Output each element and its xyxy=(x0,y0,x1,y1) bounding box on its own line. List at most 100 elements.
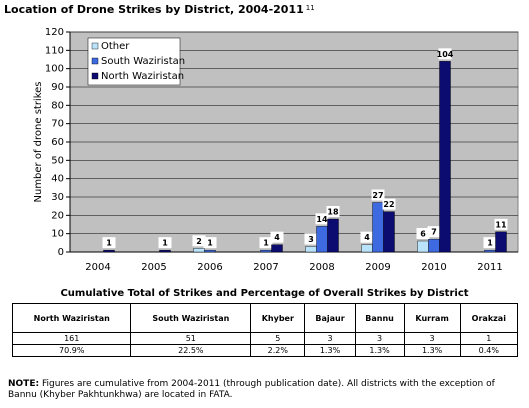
table-cell: 161 xyxy=(11,332,132,345)
data-label: 22 xyxy=(383,200,394,209)
bar xyxy=(193,248,205,253)
table-cell: 3 xyxy=(304,332,356,345)
data-label: 14 xyxy=(316,215,328,224)
data-label-bg xyxy=(315,213,329,225)
data-label: 104 xyxy=(437,50,454,59)
data-label: 4 xyxy=(274,233,280,242)
x-tick-label: 2011 xyxy=(477,262,502,273)
bar xyxy=(103,249,115,253)
summary-table: North Waziristan South Waziristan Khyber Ba… xyxy=(11,303,519,357)
table-cell: 0.4% xyxy=(459,344,519,357)
data-label-bg xyxy=(158,237,172,249)
bar xyxy=(484,249,496,253)
data-label: 1 xyxy=(106,239,112,248)
x-tick-label: 2005 xyxy=(141,262,166,273)
bar xyxy=(372,202,384,253)
title-footnote: 11 xyxy=(306,4,315,12)
bar xyxy=(495,231,507,253)
table-cell: 5 xyxy=(250,332,306,345)
y-tick-label: 90 xyxy=(51,82,64,93)
note-label: NOTE: xyxy=(8,379,40,389)
data-label: 27 xyxy=(372,191,383,200)
table-row: 70.9% 22.5% 2.2% 1.3% 1.3% 1.3% 0.4% xyxy=(11,344,519,357)
data-label: 2 xyxy=(196,237,202,246)
chart: Location of Drone Strikes by District, 2… xyxy=(4,3,519,273)
table-cell: 3 xyxy=(403,332,461,345)
bar xyxy=(361,244,373,253)
bar xyxy=(159,249,171,253)
table-cell: South Waziristan xyxy=(130,303,252,333)
data-label-bg xyxy=(203,237,217,249)
table-cell: 3 xyxy=(354,332,405,345)
data-label: 1 xyxy=(207,239,213,248)
table-row: North Waziristan South Waziristan Khyber Ba… xyxy=(11,303,519,333)
table-cell: 22.5% xyxy=(130,344,252,357)
data-label: 18 xyxy=(327,208,339,217)
data-label: 6 xyxy=(420,230,426,239)
y-tick-label: 20 xyxy=(51,210,64,221)
y-tick-label: 60 xyxy=(51,137,64,148)
table-cell: 1.3% xyxy=(403,344,461,357)
y-tick-label: 110 xyxy=(45,45,64,56)
table-cell: North Waziristan xyxy=(11,303,132,333)
x-tick-label: 2009 xyxy=(365,262,390,273)
data-label-bg xyxy=(438,48,452,60)
data-label: 11 xyxy=(495,220,507,229)
table-cell: 1 xyxy=(459,332,519,345)
data-label-bg xyxy=(427,226,441,238)
table-cell: Orakzai xyxy=(459,303,519,333)
y-tick-label: 30 xyxy=(51,192,64,203)
x-tick-label: 2006 xyxy=(197,262,222,273)
bar xyxy=(260,249,272,253)
data-label: 1 xyxy=(162,239,168,248)
legend-box xyxy=(87,37,181,86)
data-label-bg xyxy=(494,218,508,230)
bar xyxy=(383,211,395,253)
x-tick-label: 2004 xyxy=(85,262,110,273)
bar xyxy=(316,226,328,253)
table-cell: 2.2% xyxy=(250,344,306,357)
table-title: Cumulative Total of Strikes and Percenta… xyxy=(60,288,469,299)
data-label-bg xyxy=(192,235,206,247)
y-tick-label: 70 xyxy=(51,119,64,130)
x-tick-label: 2010 xyxy=(421,262,446,273)
data-label-bg xyxy=(483,237,497,249)
x-tick-label: 2007 xyxy=(253,262,278,273)
legend-label: Other xyxy=(101,41,130,52)
table-cell: Khyber xyxy=(250,303,306,333)
y-tick-label: 100 xyxy=(45,64,64,75)
bar xyxy=(204,249,216,253)
table-cell: 70.9% xyxy=(11,344,132,357)
table-cell: 1.3% xyxy=(354,344,405,357)
y-tick-label: 10 xyxy=(51,229,64,240)
bar xyxy=(271,244,283,253)
data-label-bg xyxy=(304,233,318,245)
data-label: 1 xyxy=(263,239,269,248)
data-label-bg xyxy=(371,189,385,201)
data-label: 7 xyxy=(431,228,437,237)
bar xyxy=(428,238,440,253)
data-label-bg xyxy=(259,237,273,249)
table-cell: Bannu xyxy=(354,303,405,333)
chart-title: Location of Drone Strikes by District, 2… xyxy=(4,3,304,16)
data-label: 1 xyxy=(487,239,493,248)
x-tick-label: 2008 xyxy=(309,262,334,273)
table-cell: 51 xyxy=(130,332,252,345)
legend-swatch xyxy=(91,72,99,80)
legend-label: South Waziristan xyxy=(101,56,185,67)
y-tick-label: 40 xyxy=(51,174,64,185)
legend-swatch xyxy=(91,57,99,65)
y-tick-label: 0 xyxy=(58,247,64,258)
table-cell: Kurram xyxy=(403,303,461,333)
note: NOTE: Figures are cumulative from 2004-2… xyxy=(8,379,523,401)
y-tick-label: 50 xyxy=(51,155,64,166)
y-tick-label: 80 xyxy=(51,100,64,111)
table-cell: Bajaur xyxy=(304,303,356,333)
bar xyxy=(305,246,317,253)
legend-swatch xyxy=(91,42,99,50)
note-text: Figures are cumulative from 2004-2011 (t… xyxy=(8,379,495,400)
bar xyxy=(417,240,429,253)
y-tick-label: 120 xyxy=(45,27,64,38)
data-label: 3 xyxy=(308,235,314,244)
